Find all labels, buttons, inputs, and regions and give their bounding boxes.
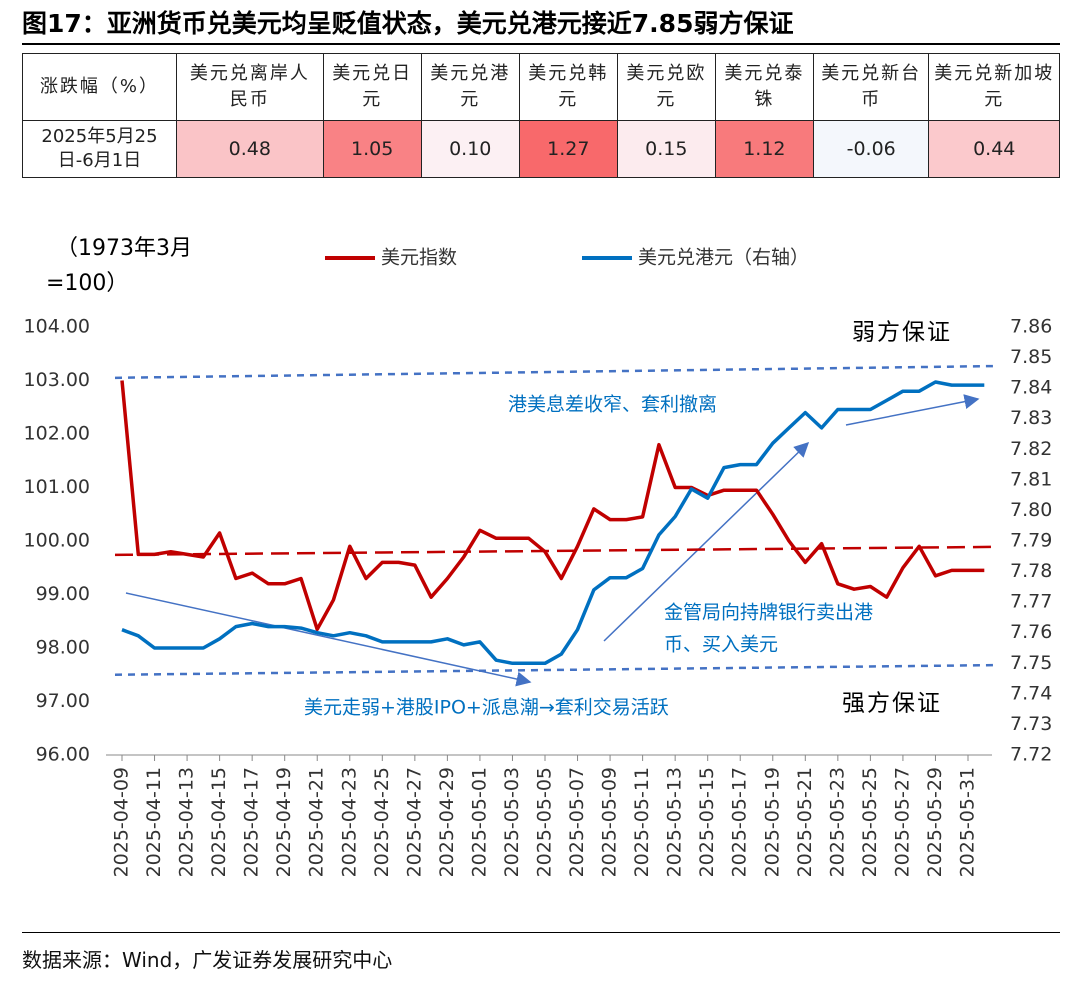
y-tick-label: 102.00 (24, 423, 90, 445)
x-tick-label: 2025-05-17 (729, 767, 751, 877)
legend-label: 美元兑港元（右轴） (638, 247, 809, 269)
header-cell: 美元兑韩元 (518, 53, 618, 121)
reference-line (114, 663, 996, 676)
x-tick-label: 2025-05-01 (468, 767, 490, 877)
y-tick-label: 99.00 (36, 583, 90, 605)
y2-tick-label: 7.74 (1010, 682, 1052, 704)
x-tick-label: 2025-04-11 (143, 767, 165, 877)
y-axis-title: （1973年3月 (56, 236, 192, 261)
x-tick-label: 2025-04-15 (208, 767, 230, 877)
y2-tick-label: 7.82 (1010, 438, 1052, 460)
x-tick-label: 2025-04-09 (111, 767, 133, 877)
y2-tick-label: 7.72 (1010, 744, 1052, 766)
y2-tick-label: 7.79 (1010, 530, 1052, 552)
x-tick-label: 2025-05-13 (664, 767, 686, 877)
x-tick-label: 2025-05-19 (761, 767, 783, 877)
y2-tick-label: 7.75 (1010, 652, 1052, 674)
x-tick-label: 2025-04-29 (436, 767, 458, 877)
legend-label: 美元指数 (381, 247, 457, 269)
y2-tick-label: 7.73 (1010, 713, 1052, 735)
value-cell: 0.15 (616, 120, 716, 178)
reference-line (114, 364, 996, 380)
value-cell: -0.06 (812, 120, 930, 178)
y2-tick-label: 7.81 (1010, 468, 1052, 490)
y2-tick-label: 7.77 (1010, 591, 1052, 613)
change-table: 涨跌幅（%） 美元兑离岸人民币 美元兑日元 美元兑港元 美元兑韩元 美元兑欧元 美元兑泰铢美… (22, 53, 1060, 178)
y2-tick-label: 7.83 (1010, 407, 1052, 429)
y-tick-label: 104.00 (24, 316, 90, 338)
arrow (125, 592, 532, 687)
y2-tick-label: 7.86 (1010, 316, 1052, 338)
x-tick-label: 2025-05-05 (534, 767, 556, 877)
annotation: 美元走弱+港股IPO+派息潮→套利交易活跃 (304, 697, 669, 719)
reference-line (114, 545, 996, 557)
header-cell: 美元兑新加坡元 (928, 53, 1060, 121)
y2-tick-label: 7.80 (1010, 499, 1052, 521)
chart: 96.00 97.00 98.00 99.00 100.00 101.00 102.00 10… (24, 236, 1053, 877)
value-cell: 1.12 (714, 120, 814, 178)
x-tick-label: 2025-05-03 (501, 767, 523, 877)
x-tick-label: 2025-05-09 (599, 767, 621, 877)
x-tick-label: 2025-04-17 (241, 767, 263, 877)
value-cell: 0.48 (176, 120, 324, 178)
x-tick-label: 2025-04-25 (371, 767, 393, 877)
annotation: 币、买入美元 (664, 634, 778, 656)
value-cell: 1.27 (518, 120, 618, 178)
annotation: 弱方保证 (852, 320, 952, 346)
y-tick-label: 100.00 (24, 530, 90, 552)
y-tick-label: 96.00 (36, 744, 90, 766)
y2-tick-label: 7.78 (1010, 560, 1052, 582)
header-cell: 美元兑港元 (420, 53, 520, 121)
value-cell: 0.10 (420, 120, 520, 178)
x-tick-label: 2025-05-25 (859, 767, 881, 877)
x-tick-label: 2025-05-11 (631, 767, 653, 877)
annotation: 金管局向持牌银行卖出港 (664, 602, 873, 624)
y-tick-label: 97.00 (36, 690, 90, 712)
y-tick-label: 98.00 (36, 637, 90, 659)
y2-tick-label: 7.84 (1010, 377, 1052, 399)
footer-rule (22, 932, 1060, 933)
x-tick-label: 2025-04-23 (338, 767, 360, 877)
value-cell: 0.44 (928, 120, 1060, 178)
x-tick-label: 2025-04-19 (273, 767, 295, 877)
arrow (603, 441, 810, 642)
x-tick-label: 2025-04-27 (403, 767, 425, 877)
header-cell: 美元兑泰铢 (714, 53, 814, 121)
series-line (120, 380, 985, 632)
header-cell: 涨跌幅（%） (22, 53, 177, 121)
series-line (121, 380, 985, 666)
y2-tick-label: 7.76 (1010, 621, 1052, 643)
title: 图17：亚洲货币兑美元均呈贬值状态，美元兑港元接近7.85弱方保证 (22, 9, 794, 38)
y-tick-label: 101.00 (24, 476, 90, 498)
x-tick-label: 2025-04-21 (306, 767, 328, 877)
x-tick-label: 2025-05-29 (924, 767, 946, 877)
source: 数据来源：Wind，广发证券发展研究中心 (22, 948, 393, 972)
title-rule (22, 43, 1060, 45)
arrow (845, 394, 980, 426)
value-cell: 1.05 (322, 120, 422, 178)
x-tick-label: 2025-05-31 (957, 767, 979, 877)
x-tick-label: 2025-05-07 (566, 767, 588, 877)
y-axis-title: =100） (46, 271, 128, 296)
row-label: 2025年5月25日-6月1日 (22, 120, 177, 178)
x-tick-label: 2025-05-15 (696, 767, 718, 877)
x-tick-label: 2025-05-23 (826, 767, 848, 877)
y-tick-label: 103.00 (24, 369, 90, 391)
annotation: 强方保证 (842, 691, 942, 717)
y2-tick-label: 7.85 (1010, 346, 1052, 368)
x-tick-label: 2025-05-21 (794, 767, 816, 877)
x-tick-label: 2025-05-27 (891, 767, 913, 877)
x-tick-label: 2025-04-13 (176, 767, 198, 877)
header-cell: 美元兑新台币 (812, 53, 930, 121)
annotation: 港美息差收窄、套利撤离 (508, 394, 717, 416)
